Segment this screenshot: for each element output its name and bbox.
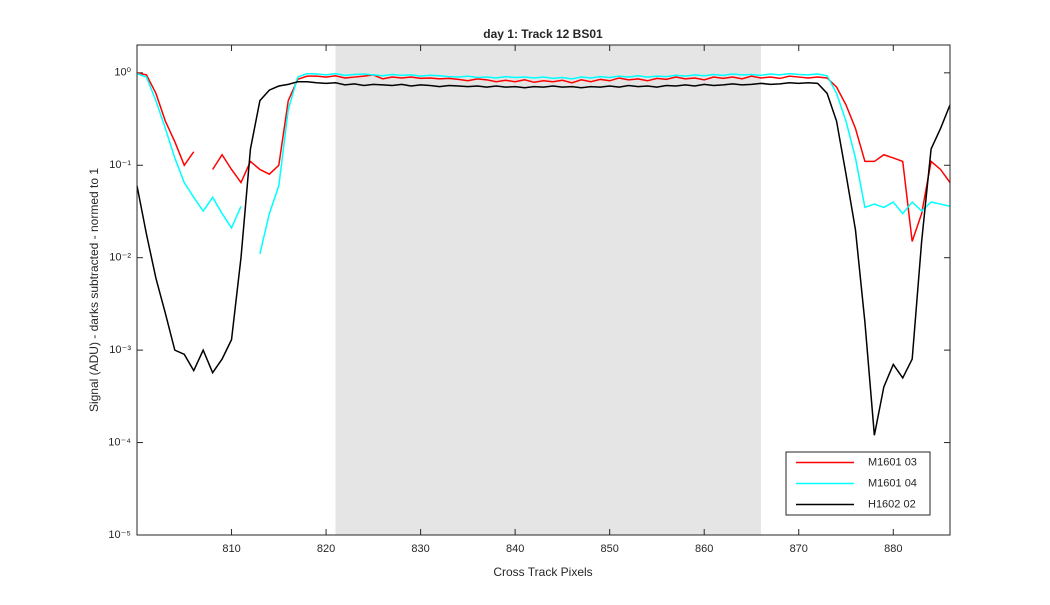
legend-label: H1602 02 <box>868 498 916 510</box>
x-tick-label: 870 <box>790 543 808 555</box>
y-axis-label: Signal (ADU) - darks subtracted - normed… <box>87 168 101 412</box>
y-tick-label: 10⁻⁵ <box>108 529 131 541</box>
y-tick-label: 10⁻¹ <box>109 159 131 171</box>
legend-label: M1601 03 <box>868 456 917 468</box>
y-tick-label: 10⁰ <box>114 67 131 79</box>
x-axis-label: Cross Track Pixels <box>493 565 592 579</box>
x-tick-label: 810 <box>222 543 240 555</box>
y-tick-label: 10⁻³ <box>109 344 131 356</box>
y-tick-label: 10⁻⁴ <box>108 436 131 448</box>
y-tick-label: 10⁻² <box>109 252 131 264</box>
x-tick-label: 830 <box>411 543 429 555</box>
shaded-region <box>335 45 761 535</box>
chart-title: day 1: Track 12 BS01 <box>483 27 603 41</box>
series-line <box>137 72 950 255</box>
series-line <box>137 72 950 242</box>
legend-label: M1601 04 <box>868 477 917 489</box>
x-tick-label: 850 <box>600 543 618 555</box>
x-tick-label: 840 <box>506 543 524 555</box>
x-tick-label: 880 <box>884 543 902 555</box>
plot-area <box>137 72 950 436</box>
series-line <box>137 81 950 436</box>
axes-box <box>136 44 951 536</box>
x-tick-label: 820 <box>317 543 335 555</box>
x-tick-label: 860 <box>695 543 713 555</box>
